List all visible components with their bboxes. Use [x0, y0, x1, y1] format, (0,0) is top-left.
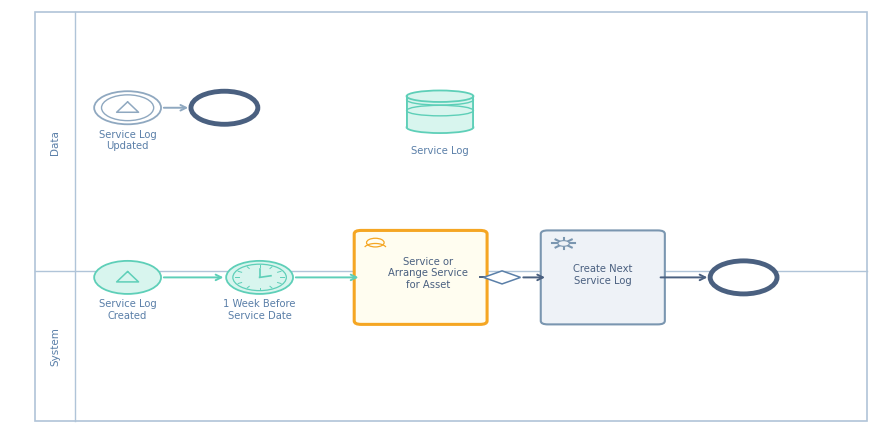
Text: Service Log: Service Log: [411, 145, 469, 155]
FancyBboxPatch shape: [540, 231, 665, 325]
Circle shape: [558, 241, 569, 247]
Ellipse shape: [407, 91, 473, 103]
Circle shape: [226, 261, 293, 294]
Text: System: System: [50, 327, 60, 365]
Ellipse shape: [407, 122, 473, 134]
Bar: [407, 96, 473, 128]
Circle shape: [191, 92, 258, 125]
Polygon shape: [484, 271, 520, 284]
FancyBboxPatch shape: [35, 13, 867, 421]
Text: Data: Data: [50, 130, 60, 155]
Circle shape: [710, 261, 777, 294]
Text: 1 Week Before
Service Date: 1 Week Before Service Date: [224, 299, 296, 320]
Bar: [407, 97, 473, 128]
Text: Create Next
Service Log: Create Next Service Log: [573, 263, 633, 285]
Text: Service Log
Created: Service Log Created: [99, 299, 157, 320]
Circle shape: [94, 92, 161, 125]
Circle shape: [94, 261, 161, 294]
FancyBboxPatch shape: [354, 231, 488, 325]
Text: Service or
Arrange Service
for Asset: Service or Arrange Service for Asset: [388, 256, 467, 289]
Text: Service Log
Updated: Service Log Updated: [99, 129, 157, 151]
